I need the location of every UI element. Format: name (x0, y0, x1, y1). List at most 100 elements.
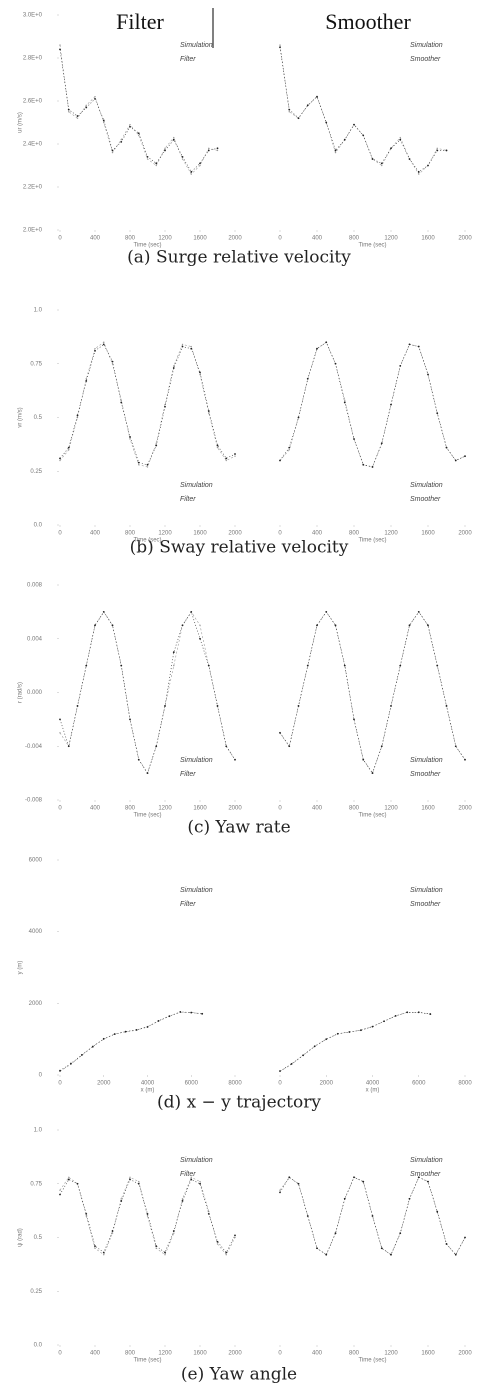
data-point (279, 44, 281, 46)
data-point (390, 1253, 392, 1256)
data-point (297, 117, 300, 120)
x-axis-label: Time (sec) (133, 1358, 161, 1364)
y-tick-label: 0.25 (30, 469, 42, 475)
data-point (168, 1015, 171, 1018)
data-point (199, 164, 201, 167)
x-tick-label: 0 (58, 1351, 62, 1357)
data-point (445, 149, 448, 152)
data-point (445, 1243, 448, 1245)
data-point (68, 111, 70, 113)
x-tick-label: 0 (58, 1081, 62, 1087)
x-tick-label: 1600 (421, 1351, 435, 1357)
legend-label: Filter (180, 771, 196, 778)
data-point (380, 442, 383, 445)
data-point (129, 1178, 131, 1181)
data-point (390, 147, 392, 150)
data-point (436, 664, 439, 667)
data-point (76, 705, 79, 707)
data-point (427, 373, 429, 376)
data-point (67, 1178, 70, 1181)
x-tick-label: 800 (125, 531, 136, 537)
data-point (190, 171, 193, 173)
data-point (279, 46, 281, 49)
data-point (325, 610, 328, 613)
data-point (94, 348, 96, 350)
legend-label: Simulation (410, 482, 443, 489)
data-point (216, 705, 219, 707)
data-point (208, 412, 210, 414)
data-point (113, 1033, 116, 1036)
data-point (417, 171, 420, 173)
data-point (207, 664, 210, 667)
data-point (334, 1232, 337, 1235)
data-point (199, 624, 201, 627)
data-point (454, 459, 457, 462)
data-point (59, 48, 61, 51)
y-tick-label: 2.4E+0 (23, 142, 43, 148)
legend-label: Simulation (410, 887, 443, 894)
data-point (234, 455, 236, 457)
x-tick-label: 1200 (158, 1351, 172, 1357)
data-point (155, 745, 158, 748)
data-point (302, 1054, 305, 1057)
data-point (129, 438, 131, 440)
data-point (129, 125, 131, 128)
data-point (406, 1011, 409, 1014)
data-point (181, 345, 184, 348)
y-tick-label: 1.0 (34, 308, 43, 314)
data-point (85, 380, 88, 382)
y-tick-label: 6000 (29, 858, 43, 864)
legend-label: Smoother (410, 771, 441, 778)
x-tick-label: 0 (58, 236, 62, 242)
x-tick-label: 0 (278, 1351, 282, 1357)
data-point (199, 637, 201, 640)
data-point (225, 457, 228, 460)
data-point (146, 1215, 149, 1217)
data-point (111, 363, 114, 365)
data-point (155, 444, 158, 447)
data-point (313, 1045, 316, 1048)
data-point (67, 745, 70, 748)
x-tick-label: 400 (90, 1351, 101, 1357)
column-header: Smoother (325, 9, 411, 34)
caption: (b) Sway relative velocity (130, 538, 349, 558)
series-line (59, 341, 236, 468)
x-tick-label: 800 (349, 806, 360, 812)
data-point (225, 745, 228, 748)
series-line (59, 611, 236, 774)
x-tick-label: 1600 (193, 531, 207, 537)
x-tick-label: 1200 (158, 531, 172, 537)
y-tick-label: 0.75 (30, 361, 42, 367)
data-point (427, 1180, 429, 1183)
legend-label: Filter (180, 1171, 196, 1178)
data-point (172, 651, 175, 654)
data-point (344, 399, 346, 401)
data-point (199, 162, 201, 165)
data-point (76, 1182, 79, 1185)
data-point (124, 1030, 127, 1033)
y-tick-label: 0.25 (30, 1289, 42, 1295)
data-point (103, 121, 105, 124)
y-tick-label: -0.004 (25, 744, 43, 750)
data-point (399, 138, 402, 141)
data-point (59, 718, 61, 721)
x-tick-label: 8000 (228, 1081, 242, 1087)
column-header: Filter (116, 9, 164, 34)
series-line (279, 1012, 431, 1072)
data-point (334, 149, 337, 152)
data-point (316, 624, 318, 627)
data-point (164, 1251, 166, 1254)
data-point (464, 1236, 466, 1239)
caption: (e) Yaw angle (181, 1365, 297, 1385)
data-point (427, 624, 429, 627)
data-point (172, 138, 175, 141)
series-line (279, 45, 447, 175)
data-point (348, 1031, 351, 1033)
data-point (334, 624, 337, 627)
data-point (181, 1198, 184, 1200)
y-tick-label: 4000 (29, 929, 43, 935)
x-tick-label: 400 (90, 236, 101, 242)
y-axis-label: r (rad/s) (18, 682, 24, 703)
data-point (371, 158, 374, 160)
